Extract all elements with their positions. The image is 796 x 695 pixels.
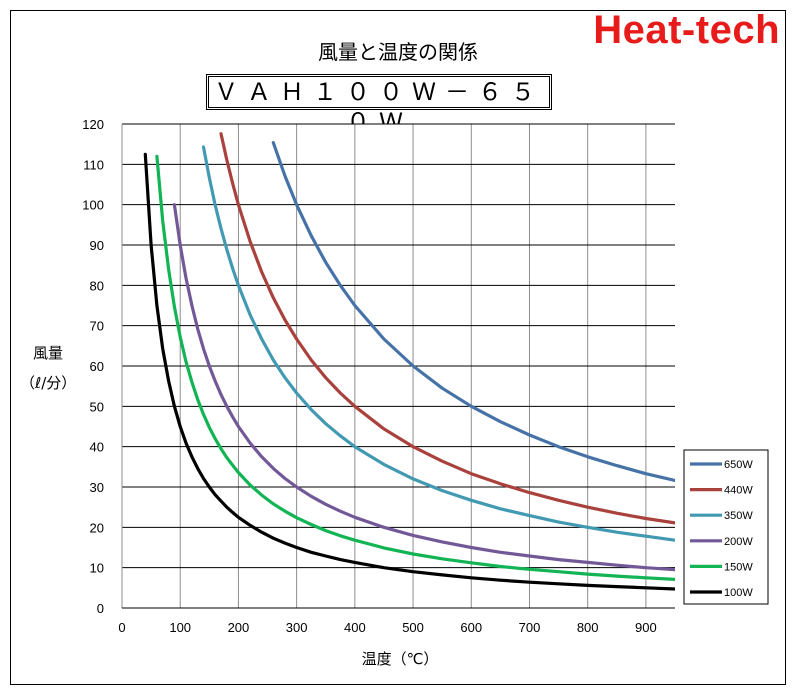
x-tick-label: 100 [169,620,191,635]
y-tick-label: 90 [90,238,104,253]
series-line-100W [143,152,675,591]
y-axis-label: 風量 （ℓ/分） [20,338,76,398]
brand-logo: Heat-tech [593,8,780,52]
x-tick-label: 300 [286,620,308,635]
legend-label-650W: 650W [724,459,753,471]
y-tick-label: 80 [90,278,104,293]
x-tick-label: 0 [118,620,125,635]
series-line-200W [172,203,675,572]
x-tick-label: 800 [577,620,599,635]
y-axis-label-line1: 風量 [32,344,63,362]
legend-label-150W: 150W [724,561,753,573]
chart-frame [10,10,786,685]
y-tick-label: 110 [83,157,104,172]
y-tick-label: 70 [90,319,104,334]
legend-label-200W: 200W [724,536,753,548]
y-tick-label: 40 [90,440,104,455]
y-tick-label: 120 [82,117,104,132]
y-axis-label-line2: （ℓ/分） [20,374,77,392]
series-line-150W [155,154,675,581]
chart-title: 風量と温度の関係 [318,40,478,64]
y-tick-label: 30 [90,480,104,495]
x-tick-label: 500 [402,620,424,635]
legend-label-100W: 100W [724,587,753,599]
x-tick-label: 200 [228,620,250,635]
y-tick-label: 50 [90,399,104,414]
x-tick-label: 700 [519,620,541,635]
x-tick-label: 400 [344,620,366,635]
series-line-650W [271,141,675,483]
x-tick-label: 900 [635,620,657,635]
series-line-440W [219,132,675,525]
series-line-350W [201,145,675,542]
y-tick-label: 0 [97,601,104,616]
y-tick-label: 60 [90,359,104,374]
y-tick-label: 100 [82,198,104,213]
legend-box [683,449,769,605]
legend-label-350W: 350W [724,510,753,522]
x-tick-label: 600 [460,620,482,635]
legend-label-440W: 440W [724,485,753,497]
y-tick-label: 20 [90,520,104,535]
x-axis-label: 温度（℃） [361,650,439,668]
y-tick-label: 10 [90,561,104,576]
